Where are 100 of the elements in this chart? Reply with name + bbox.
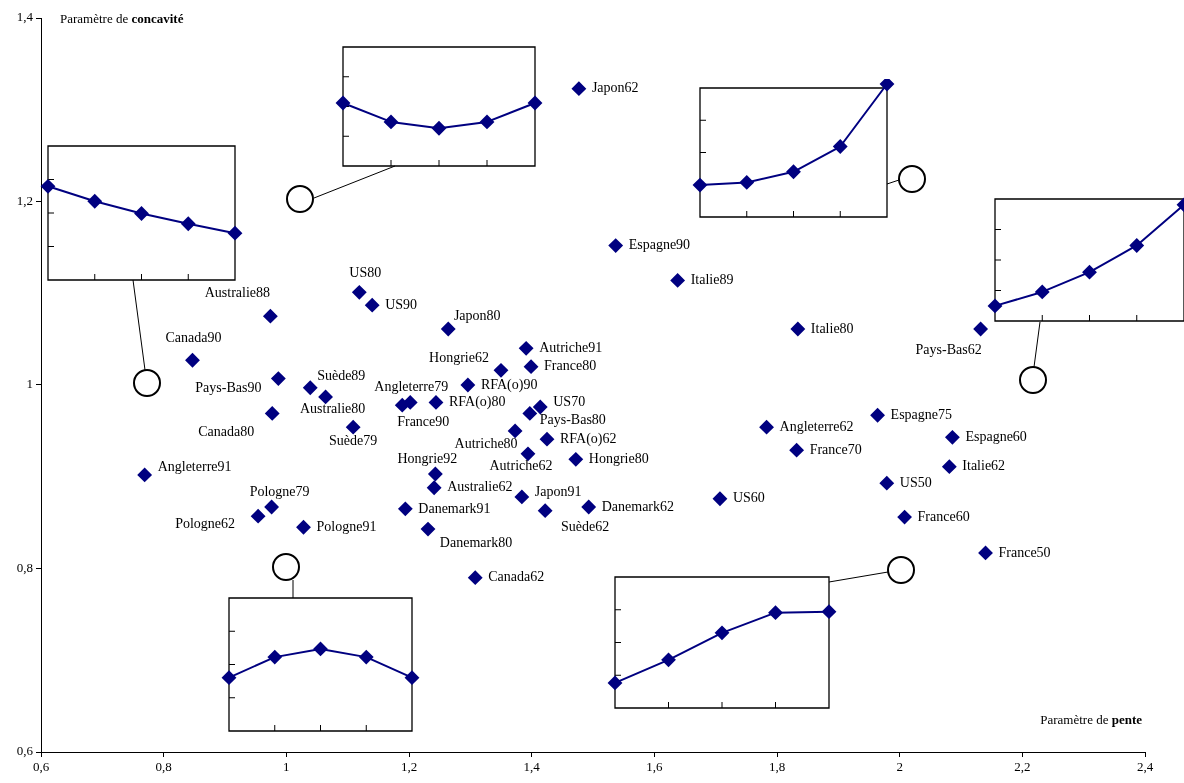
- x-tick-label: 2: [896, 759, 903, 775]
- annotation: RFA(o)90: [480, 376, 538, 393]
- point: [185, 353, 200, 368]
- x-tick-label: 1,6: [646, 759, 663, 775]
- point: [538, 503, 553, 518]
- x-tick-label: 1,4: [523, 759, 541, 775]
- point: [540, 432, 554, 447]
- point: [271, 371, 286, 386]
- annotation: Italie62: [962, 458, 1006, 474]
- x-tick-label: 2,2: [1014, 759, 1031, 775]
- point: [494, 363, 508, 378]
- point: [693, 178, 707, 193]
- point: [522, 406, 537, 421]
- annotation: Pologne91: [316, 518, 377, 534]
- annotation: Japon91: [534, 483, 582, 499]
- annotation: Angleterre79: [374, 379, 449, 395]
- annotation: Canada62: [488, 569, 545, 585]
- annotation: Danemark91: [418, 500, 491, 516]
- point: [790, 322, 805, 337]
- annotation: Hongrie80: [588, 450, 649, 466]
- point: [978, 545, 993, 560]
- annotation: Pologne79: [249, 483, 310, 499]
- point: [87, 194, 102, 209]
- annotation: Japon80: [453, 307, 501, 323]
- point: [661, 652, 676, 667]
- y-axis-title: Paramètre de concavité: [60, 11, 184, 27]
- y-tick-label: 0,6: [16, 743, 34, 759]
- point: [468, 570, 483, 585]
- point: [365, 298, 380, 313]
- annotation: Espagne75: [890, 406, 953, 422]
- point: [581, 500, 596, 515]
- annotation: Suède89: [317, 368, 366, 384]
- point: [942, 459, 957, 474]
- point: [571, 81, 586, 96]
- point: [1129, 238, 1144, 253]
- point: [822, 604, 836, 619]
- point: [712, 491, 727, 506]
- annotation: Autriche80: [454, 435, 518, 451]
- annotation: Angleterre91: [157, 458, 232, 474]
- annotation: Danemark80: [439, 534, 513, 550]
- annotation: Pays-Bas62: [915, 341, 982, 357]
- y-tick-label: 0,8: [16, 559, 33, 575]
- annotation: Autriche62: [489, 458, 553, 474]
- annotation: France90: [397, 413, 450, 429]
- annotation: Espagne90: [628, 237, 691, 253]
- x-tick-label: 1,8: [768, 759, 786, 775]
- annotation: Italie89: [690, 272, 734, 288]
- point: [296, 520, 311, 535]
- point: [870, 408, 885, 423]
- point: [514, 489, 529, 504]
- annotation: Japon62: [591, 80, 639, 96]
- point: [608, 675, 622, 690]
- annotation: Australie80: [299, 400, 366, 416]
- annotation: Danemark62: [601, 498, 675, 514]
- annotation: Pays-Bas90: [195, 380, 262, 396]
- point: [880, 79, 894, 92]
- annotation: Suède62: [561, 519, 610, 535]
- point: [568, 452, 583, 467]
- point: [346, 420, 361, 435]
- point: [973, 322, 988, 337]
- annotation: Autriche91: [539, 339, 603, 355]
- point: [1035, 284, 1050, 299]
- x-tick-label: 2,4: [1136, 759, 1154, 775]
- annotation: US70: [553, 393, 586, 409]
- annotation: Australie62: [447, 479, 513, 495]
- annotation: Pays-Bas80: [539, 412, 606, 428]
- annotation: Suède79: [329, 432, 378, 448]
- point: [134, 206, 149, 221]
- annotation: Espagne60: [965, 428, 1027, 444]
- point: [265, 406, 280, 421]
- point: [786, 164, 801, 179]
- point: [263, 309, 278, 324]
- point: [988, 298, 1002, 313]
- point: [508, 423, 523, 438]
- y-tick-label: 1: [26, 376, 33, 392]
- point: [945, 430, 960, 445]
- annotation: Pologne62: [175, 515, 236, 531]
- y-tick-label: 1,2: [16, 192, 33, 208]
- point: [897, 510, 912, 525]
- point: [759, 420, 774, 435]
- point: [303, 380, 318, 395]
- annotation: Angleterre62: [779, 418, 854, 434]
- y-tick-label: 1,4: [16, 9, 34, 25]
- annotation: Hongrie62: [429, 349, 489, 365]
- point: [427, 480, 442, 495]
- x-axis-title: Paramètre de pente: [1040, 712, 1143, 728]
- annotation: Canada90: [165, 329, 222, 345]
- point: [228, 226, 242, 241]
- point: [670, 273, 685, 288]
- point: [460, 378, 475, 392]
- point: [395, 398, 410, 413]
- x-tick-label: 1: [283, 759, 290, 775]
- annotation: US80: [349, 265, 382, 280]
- point: [715, 625, 729, 640]
- annotation: France60: [917, 508, 970, 524]
- point: [789, 443, 804, 458]
- annotation: France80: [544, 358, 597, 374]
- x-tick-label: 0,8: [155, 759, 172, 775]
- annotation: US90: [385, 296, 418, 312]
- point: [352, 285, 367, 300]
